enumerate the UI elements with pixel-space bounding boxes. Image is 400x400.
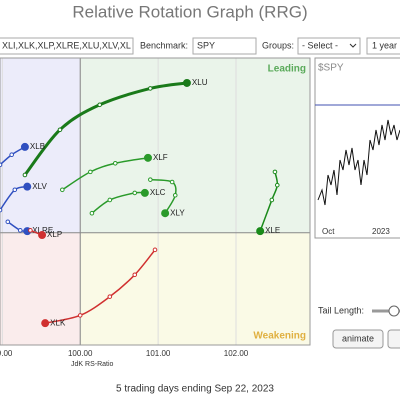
- series-label: XLY: [170, 208, 185, 217]
- tail-point: [0, 162, 3, 168]
- tail-point: [28, 228, 33, 233]
- symbols-text: XLI,XLK,XLP,XLRE,XLU,XLV,XL: [2, 40, 131, 50]
- series-label: XLF: [153, 153, 168, 162]
- page-title: Relative Rotation Graph (RRG): [72, 2, 307, 21]
- footer-text: 5 trading days ending Sep 22, 2023: [116, 384, 274, 395]
- tail-point: [22, 172, 28, 178]
- tail-length-label: Tail Length:: [318, 305, 364, 315]
- quadrant-weakening: [80, 232, 310, 345]
- quadrant-leading: [80, 58, 310, 233]
- tail-point: [89, 210, 95, 216]
- tail-head: [161, 209, 170, 218]
- groups-select[interactable]: [297, 37, 361, 55]
- tail-point: [272, 169, 278, 175]
- benchmark-input[interactable]: [192, 37, 257, 55]
- animate-button[interactable]: [332, 329, 384, 349]
- x-tick-label: 100.00: [68, 349, 93, 358]
- x-tick-label: 101.00: [146, 349, 171, 358]
- benchmark-chart: [314, 57, 400, 239]
- next-button[interactable]: [387, 329, 400, 349]
- benchmark-month: 2023: [372, 227, 390, 236]
- rrg-plot: 99.00 100.00 101.00 102.00 Leading Weakening J…: [0, 57, 311, 368]
- quadrant-lagging: [0, 232, 81, 345]
- x-axis-label: JdK RS-Ratio: [71, 361, 114, 368]
- tail-point: [274, 182, 280, 188]
- series-label: XLB: [30, 142, 45, 151]
- tail-point: [172, 192, 178, 198]
- tail-point: [0, 207, 3, 213]
- benchmark-text: SPY: [197, 40, 215, 50]
- benchmark-price: [317, 119, 400, 206]
- tail-point: [107, 197, 113, 203]
- animate-text: animate: [342, 333, 374, 343]
- tail-point: [169, 179, 175, 185]
- series-label: XLP: [47, 230, 62, 239]
- benchmark-month: Oct: [322, 227, 335, 236]
- plot-border: [0, 57, 311, 346]
- tail-point: [60, 187, 65, 193]
- tail-line: [150, 178, 177, 214]
- tail-line: [259, 171, 279, 232]
- tail-head: [256, 227, 265, 236]
- series-label: XLU: [192, 78, 208, 87]
- period-text: 1 year: [372, 40, 397, 50]
- tail-point: [148, 86, 153, 91]
- tail-head: [182, 78, 191, 87]
- x-tick-label: 99.00: [0, 349, 13, 358]
- tail-point: [132, 190, 138, 196]
- tail-point: [12, 187, 18, 193]
- groups-label: Groups:: [262, 40, 294, 50]
- quadrant-label: Weakening: [253, 331, 306, 342]
- tail-point: [88, 169, 93, 175]
- symbols-input[interactable]: [0, 37, 134, 55]
- tail-point: [57, 127, 63, 133]
- tail-point: [97, 102, 102, 108]
- dropdown-arrow: [349, 43, 357, 48]
- x-tick-label: 102.00: [224, 349, 249, 358]
- groups-text: - Select -: [302, 40, 338, 50]
- quadrant-improving: [0, 58, 81, 233]
- benchmark-symbol: $SPY: [318, 63, 344, 74]
- series-label: XLC: [150, 188, 166, 197]
- tail-point: [152, 247, 158, 253]
- tail-point: [269, 197, 275, 203]
- tail-point: [148, 177, 153, 182]
- tail-point: [107, 294, 113, 299]
- tail-head: [41, 319, 50, 328]
- tail-point: [132, 272, 138, 278]
- quadrant-label: Leading: [268, 64, 306, 75]
- tail-point: [9, 152, 14, 158]
- tail-point: [77, 313, 83, 318]
- series-label: XLK: [50, 318, 66, 327]
- tail-head: [38, 231, 47, 240]
- series-label: XLV: [32, 182, 47, 191]
- tail-point: [5, 219, 11, 225]
- series-label: XLRE: [32, 226, 53, 235]
- tail-line: [61, 157, 149, 191]
- tail-point: [17, 228, 23, 233]
- tail-slider-handle[interactable]: [388, 305, 400, 317]
- period-select[interactable]: [366, 37, 400, 55]
- tail-head: [20, 142, 29, 151]
- tail-point: [112, 160, 118, 166]
- series-label: XLE: [265, 226, 280, 235]
- benchmark-label: Benchmark:: [140, 40, 188, 50]
- tail-head: [143, 153, 152, 162]
- tail-head: [140, 188, 149, 197]
- tail-head: [23, 182, 32, 191]
